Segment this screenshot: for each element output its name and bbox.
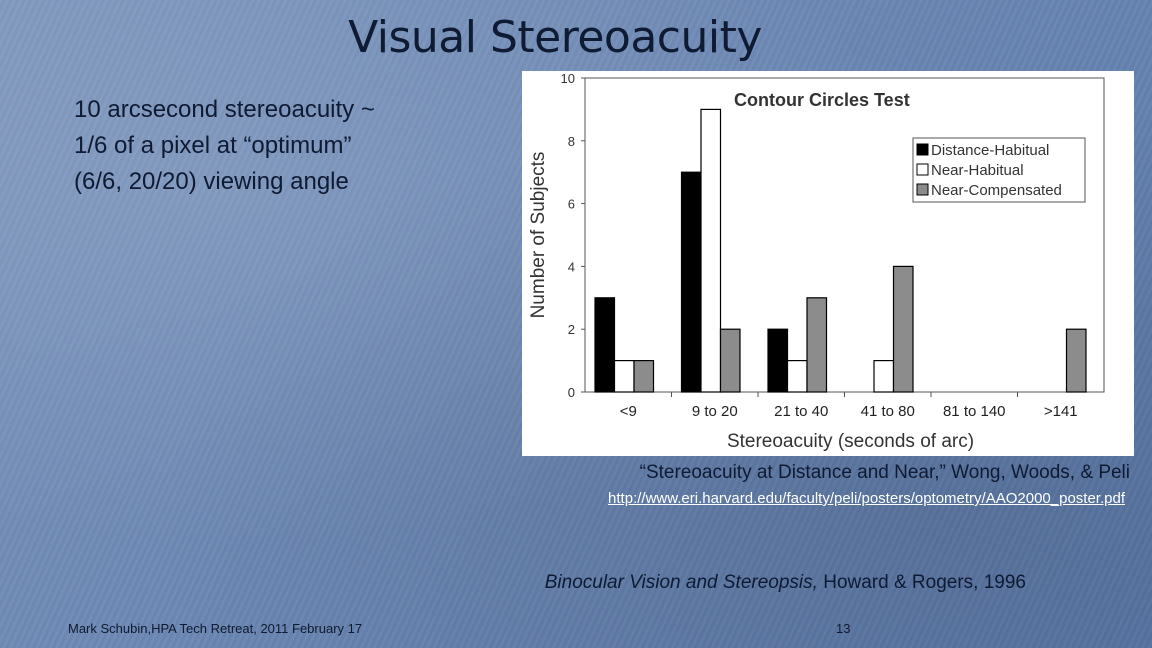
- reference: Binocular Vision and Stereopsis, Howard …: [420, 572, 1026, 594]
- slide-title: Visual Stereoacuity: [348, 12, 762, 63]
- x-tick-label: 81 to 140: [943, 403, 1006, 420]
- legend-label: Distance-Habitual: [931, 142, 1049, 159]
- footer-credit: Mark Schubin,HPA Tech Retreat, 2011 Febr…: [68, 621, 363, 636]
- x-tick-label: >141: [1044, 403, 1078, 420]
- x-tick-label: <9: [620, 403, 637, 420]
- legend-swatch: [916, 143, 929, 156]
- x-tick-label: 21 to 40: [774, 403, 828, 420]
- y-tick-label: 4: [568, 259, 575, 274]
- bar: [873, 360, 895, 393]
- bar: [613, 360, 635, 393]
- reference-authors: Howard & Rogers, 1996: [817, 572, 1026, 593]
- legend-box: [912, 137, 1086, 203]
- x-tick-label: 9 to 20: [692, 403, 738, 420]
- page-number: 13: [836, 621, 851, 636]
- body-line: 1/6 of a pixel at “optimum”: [74, 132, 352, 159]
- bar: [633, 360, 655, 393]
- bar: [680, 171, 702, 393]
- y-axis-label: Number of Subjects: [528, 152, 549, 319]
- chart-image: 0 2 4 6 8 10 <9 9 to 20 21 to 40 41 to 80 81 to 14…: [522, 71, 1134, 456]
- bar: [806, 297, 828, 393]
- y-tick-label: 8: [568, 134, 575, 149]
- body-text: 10 arcsecond stereoacuity ~ 1/6 of a pix…: [74, 92, 494, 200]
- y-tick-label: 0: [568, 385, 575, 400]
- legend-label: Near-Compensated: [931, 182, 1062, 199]
- y-tick-label: 10: [561, 71, 575, 86]
- bar: [892, 265, 914, 393]
- bar: [719, 328, 741, 393]
- bar: [786, 360, 808, 393]
- legend-swatch: [916, 183, 929, 196]
- bar: [700, 108, 722, 393]
- legend-swatch: [916, 163, 929, 176]
- body-line: (6/6, 20/20) viewing angle: [74, 168, 349, 195]
- bar: [1065, 328, 1087, 393]
- y-tick-label: 2: [568, 322, 575, 337]
- bar: [594, 297, 616, 393]
- reference-title: Binocular Vision and Stereopsis,: [544, 572, 818, 593]
- bar: [767, 328, 789, 393]
- legend-label: Near-Habitual: [931, 162, 1024, 179]
- y-tick-label: 6: [568, 197, 575, 212]
- x-tick-label: 41 to 80: [861, 403, 915, 420]
- bar-chart: 0 2 4 6 8 10 <9 9 to 20 21 to 40 41 to 80 81 to 14…: [528, 71, 1105, 452]
- x-axis-label: Stereoacuity (seconds of arc): [727, 431, 974, 452]
- source-link[interactable]: http://www.eri.harvard.edu/faculty/peli/…: [608, 490, 1125, 507]
- chart-title: Contour Circles Test: [734, 90, 910, 110]
- chart-caption: “Stereoacuity at Distance and Near,” Won…: [639, 462, 1130, 483]
- plot-frame: [584, 77, 1105, 393]
- body-line: 10 arcsecond stereoacuity ~: [74, 96, 375, 123]
